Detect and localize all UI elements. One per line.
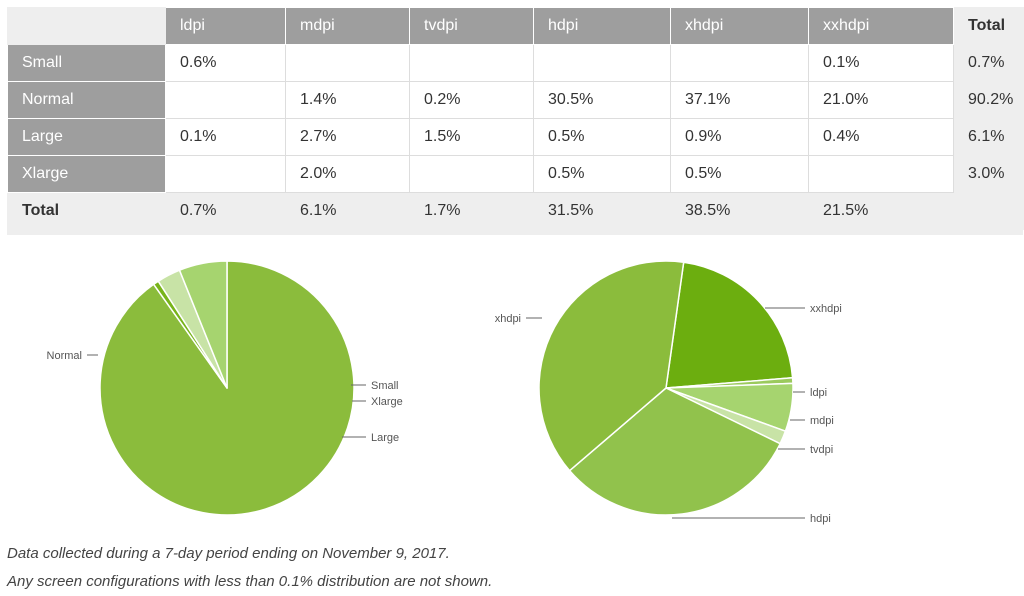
table-cell: 1.4% <box>285 81 410 119</box>
table-cell: 0.2% <box>409 81 534 119</box>
row-header-xlarge: Xlarge <box>7 155 166 193</box>
total-cell: 21.5% <box>808 192 954 230</box>
column-header-xxhdpi: xxhdpi <box>808 7 954 45</box>
distribution-table: ldpi mdpi tvdpi hdpi xhdpi xxhdpi Total … <box>7 7 1024 230</box>
note-collection-period: Data collected during a 7-day period end… <box>7 545 450 562</box>
pie-label-mdpi: mdpi <box>810 415 834 427</box>
table-row: Small 0.6% 0.1% 0.7% <box>7 44 1024 82</box>
total-cell: 6.1% <box>285 192 410 230</box>
total-cell: 0.7% <box>165 192 286 230</box>
pie-label-xlarge: Xlarge <box>371 396 403 408</box>
table-cell: 0.6% <box>165 44 286 82</box>
total-cell: 1.7% <box>409 192 534 230</box>
table-cell <box>808 155 954 193</box>
pie-label-ldpi: ldpi <box>810 387 827 399</box>
table-cell <box>285 44 410 82</box>
table-row: Xlarge 2.0% 0.5% 0.5% 3.0% <box>7 155 1024 193</box>
table-cell: 0.5% <box>533 155 671 193</box>
table-total-row: Total 0.7% 6.1% 1.7% 31.5% 38.5% 21.5% <box>7 192 1024 230</box>
pie-slice-large <box>178 260 228 389</box>
pie-slice-xxhdpi <box>665 261 794 389</box>
pie-charts: Normal Small Xlarge Large xxhdpi ldpi mdpi tvd… <box>47 260 842 525</box>
table-cell: 0.1% <box>808 44 954 82</box>
table-cell: 1.5% <box>409 118 534 156</box>
table-cell: 0.9% <box>670 118 809 156</box>
total-cell: 38.5% <box>670 192 809 230</box>
notes: Data collected during a 7-day period end… <box>7 540 492 596</box>
table-cell <box>165 155 286 193</box>
pie-slice-hdpi <box>568 387 781 516</box>
pie-label-normal: Normal <box>47 350 82 362</box>
table-cell: 0.5% <box>670 155 809 193</box>
row-header-normal: Normal <box>7 81 166 119</box>
total-row-label: Total <box>7 192 166 230</box>
table-row: Normal 1.4% 0.2% 30.5% 37.1% 21.0% 90.2% <box>7 81 1024 119</box>
table-cell <box>409 44 534 82</box>
pie-label-tvdpi: tvdpi <box>810 444 833 456</box>
row-header-large: Large <box>7 118 166 156</box>
table-cell <box>670 44 809 82</box>
pie-label-xhdpi: xhdpi <box>495 313 521 325</box>
row-header-small: Small <box>7 44 166 82</box>
table-header-row: ldpi mdpi tvdpi hdpi xhdpi xxhdpi Total <box>7 7 1024 45</box>
table-cell <box>165 81 286 119</box>
table-row: Large 0.1% 2.7% 1.5% 0.5% 0.9% 0.4% 6.1% <box>7 118 1024 156</box>
table-cell: 0.1% <box>165 118 286 156</box>
pie-slice-xhdpi <box>538 260 685 472</box>
column-header-hdpi: hdpi <box>533 7 671 45</box>
row-total-cell: 0.7% <box>953 44 1024 82</box>
table-cell: 2.0% <box>285 155 410 193</box>
total-cell: 31.5% <box>533 192 671 230</box>
column-header-ldpi: ldpi <box>165 7 286 45</box>
pie-label-large: Large <box>371 432 399 444</box>
pie-label-xxhdpi: xxhdpi <box>810 303 842 315</box>
table-cell: 21.0% <box>808 81 954 119</box>
pie-chart-screen-size: Normal Small Xlarge Large <box>47 260 403 516</box>
distribution-table-container: ldpi mdpi tvdpi hdpi xhdpi xxhdpi Total … <box>7 7 1024 235</box>
row-total-cell: 90.2% <box>953 81 1024 119</box>
table-cell <box>533 44 671 82</box>
total-empty-cell <box>953 192 1024 230</box>
table-cell <box>409 155 534 193</box>
table-cell: 0.5% <box>533 118 671 156</box>
column-header-mdpi: mdpi <box>285 7 410 45</box>
column-header-xhdpi: xhdpi <box>670 7 809 45</box>
pie-label-small: Small <box>371 380 399 392</box>
pie-chart-density: xxhdpi ldpi mdpi tvdpi hdpi xhdpi <box>495 260 842 525</box>
column-header-total: Total <box>953 7 1024 45</box>
table-cell: 30.5% <box>533 81 671 119</box>
pie-label-hdpi: hdpi <box>810 513 831 525</box>
table-corner-cell <box>7 7 166 45</box>
row-total-cell: 6.1% <box>953 118 1024 156</box>
column-header-tvdpi: tvdpi <box>409 7 534 45</box>
row-total-cell: 3.0% <box>953 155 1024 193</box>
table-cell: 37.1% <box>670 81 809 119</box>
note-threshold: Any screen configurations with less than… <box>7 573 493 590</box>
table-cell: 0.4% <box>808 118 954 156</box>
table-cell: 2.7% <box>285 118 410 156</box>
